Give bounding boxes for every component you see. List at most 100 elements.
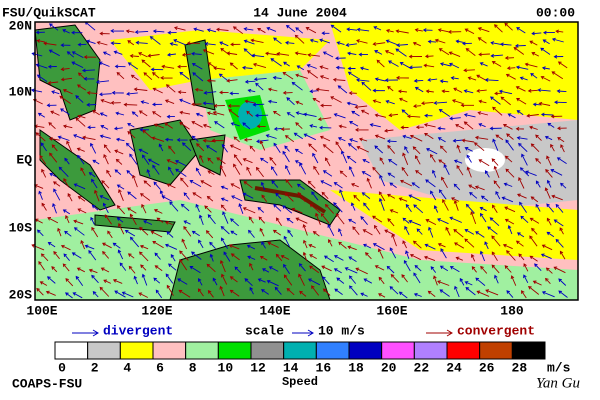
wind-arrow bbox=[348, 256, 357, 262]
wind-arrow bbox=[168, 263, 177, 271]
wind-arrow bbox=[541, 244, 553, 251]
wind-arrow bbox=[454, 242, 465, 249]
wind-arrow bbox=[374, 50, 383, 55]
wind-arrow bbox=[374, 145, 384, 154]
wind-arrow bbox=[414, 86, 424, 93]
wind-arrow bbox=[423, 63, 435, 68]
wind-arrow bbox=[88, 268, 98, 274]
wind-arrow bbox=[125, 29, 135, 34]
wind-arrow bbox=[525, 170, 537, 177]
wind-arrow bbox=[147, 158, 160, 166]
wind-arrow bbox=[267, 241, 279, 248]
wind-arrow bbox=[556, 157, 567, 164]
wind-arrow bbox=[529, 217, 540, 224]
wind-arrow bbox=[519, 76, 528, 81]
wind-arrow bbox=[530, 196, 539, 203]
wind-arrow bbox=[285, 24, 296, 33]
wind-arrow bbox=[73, 227, 85, 236]
wind-arrow bbox=[507, 224, 513, 235]
wind-arrow bbox=[487, 226, 498, 235]
wind-arrow bbox=[230, 122, 240, 127]
wind-arrow bbox=[395, 29, 409, 34]
wind-arrow bbox=[102, 202, 109, 214]
wind-arrow bbox=[471, 266, 477, 273]
legend-arrow-head bbox=[92, 329, 99, 337]
wind-arrow bbox=[510, 275, 517, 286]
wind-arrow bbox=[500, 42, 512, 47]
colorbar-tick: 18 bbox=[348, 360, 364, 375]
wind-arrow bbox=[308, 243, 316, 249]
wind-arrow bbox=[474, 185, 485, 191]
colorbar-tick: 0 bbox=[58, 360, 66, 375]
wind-arrow bbox=[198, 214, 204, 226]
wind-arrow bbox=[363, 202, 370, 211]
wind-arrow bbox=[251, 53, 265, 58]
wind-arrow bbox=[422, 28, 433, 32]
wind-arrow bbox=[175, 159, 187, 167]
wind-arrow bbox=[476, 290, 490, 297]
wind-arrow bbox=[515, 240, 524, 247]
wind-arrow bbox=[286, 112, 295, 118]
wind-arrow bbox=[355, 127, 369, 132]
wind-arrow bbox=[179, 71, 190, 80]
wind-arrow bbox=[439, 79, 449, 84]
wind-arrow bbox=[205, 145, 218, 153]
wind-arrow bbox=[399, 62, 412, 70]
colorbar-tick: 12 bbox=[250, 360, 266, 375]
wind-arrow bbox=[104, 214, 112, 225]
wind-arrow bbox=[76, 147, 85, 152]
wind-arrow bbox=[282, 90, 293, 95]
wind-arrow bbox=[180, 177, 189, 188]
wind-arrow bbox=[530, 143, 540, 153]
wind-arrow bbox=[127, 131, 136, 139]
wind-arrow bbox=[129, 236, 140, 248]
wind-arrow bbox=[349, 285, 358, 296]
wind-arrow bbox=[150, 230, 163, 238]
colorbar-swatch bbox=[185, 341, 219, 360]
wind-arrow bbox=[227, 104, 240, 108]
wind-arrow bbox=[449, 116, 461, 121]
wind-arrow bbox=[413, 272, 421, 284]
wind-arrow bbox=[246, 110, 253, 117]
wind-arrow bbox=[285, 165, 291, 175]
wind-arrow bbox=[453, 183, 461, 191]
wind-arrow bbox=[505, 168, 515, 178]
wind-arrow bbox=[438, 108, 451, 117]
wind-arrow bbox=[242, 65, 253, 70]
wind-arrow bbox=[91, 204, 99, 211]
wind-arrow bbox=[406, 114, 421, 119]
wind-arrow bbox=[516, 110, 524, 116]
wind-arrow bbox=[269, 156, 277, 166]
wind-arrow bbox=[438, 48, 450, 56]
wind-arrow bbox=[259, 157, 269, 164]
wind-arrow bbox=[75, 95, 84, 103]
wind-arrow bbox=[205, 230, 214, 239]
wind-arrow bbox=[152, 164, 160, 175]
wind-arrow bbox=[558, 290, 568, 298]
colorbar-swatch bbox=[315, 341, 350, 360]
wind-arrow bbox=[441, 176, 448, 189]
wind-arrow bbox=[219, 285, 225, 297]
wind-arrow bbox=[542, 39, 550, 45]
wind-arrow bbox=[506, 133, 514, 140]
wind-arrow bbox=[363, 278, 373, 284]
wind-arrow bbox=[398, 291, 408, 299]
wind-arrow bbox=[178, 289, 191, 298]
wind-arrow bbox=[408, 54, 423, 59]
wind-arrow bbox=[494, 91, 503, 96]
lat-labels: 20N 10N EQ 10S 20S bbox=[9, 18, 33, 302]
wind-arrow bbox=[347, 71, 359, 79]
wind-arrow bbox=[40, 142, 47, 152]
wind-arrow bbox=[353, 194, 361, 202]
wind-arrow bbox=[431, 169, 437, 178]
wind-arrow bbox=[478, 159, 490, 167]
wind-arrow bbox=[48, 49, 60, 57]
wind-arrow bbox=[48, 136, 60, 141]
wind-arrow bbox=[404, 225, 410, 236]
wind-arrow bbox=[322, 144, 334, 154]
wind-arrow bbox=[147, 53, 160, 58]
wind-arrow bbox=[60, 43, 71, 48]
wind-arrow bbox=[295, 122, 303, 130]
wind-arrow bbox=[313, 165, 320, 175]
wind-arrow bbox=[273, 203, 282, 212]
